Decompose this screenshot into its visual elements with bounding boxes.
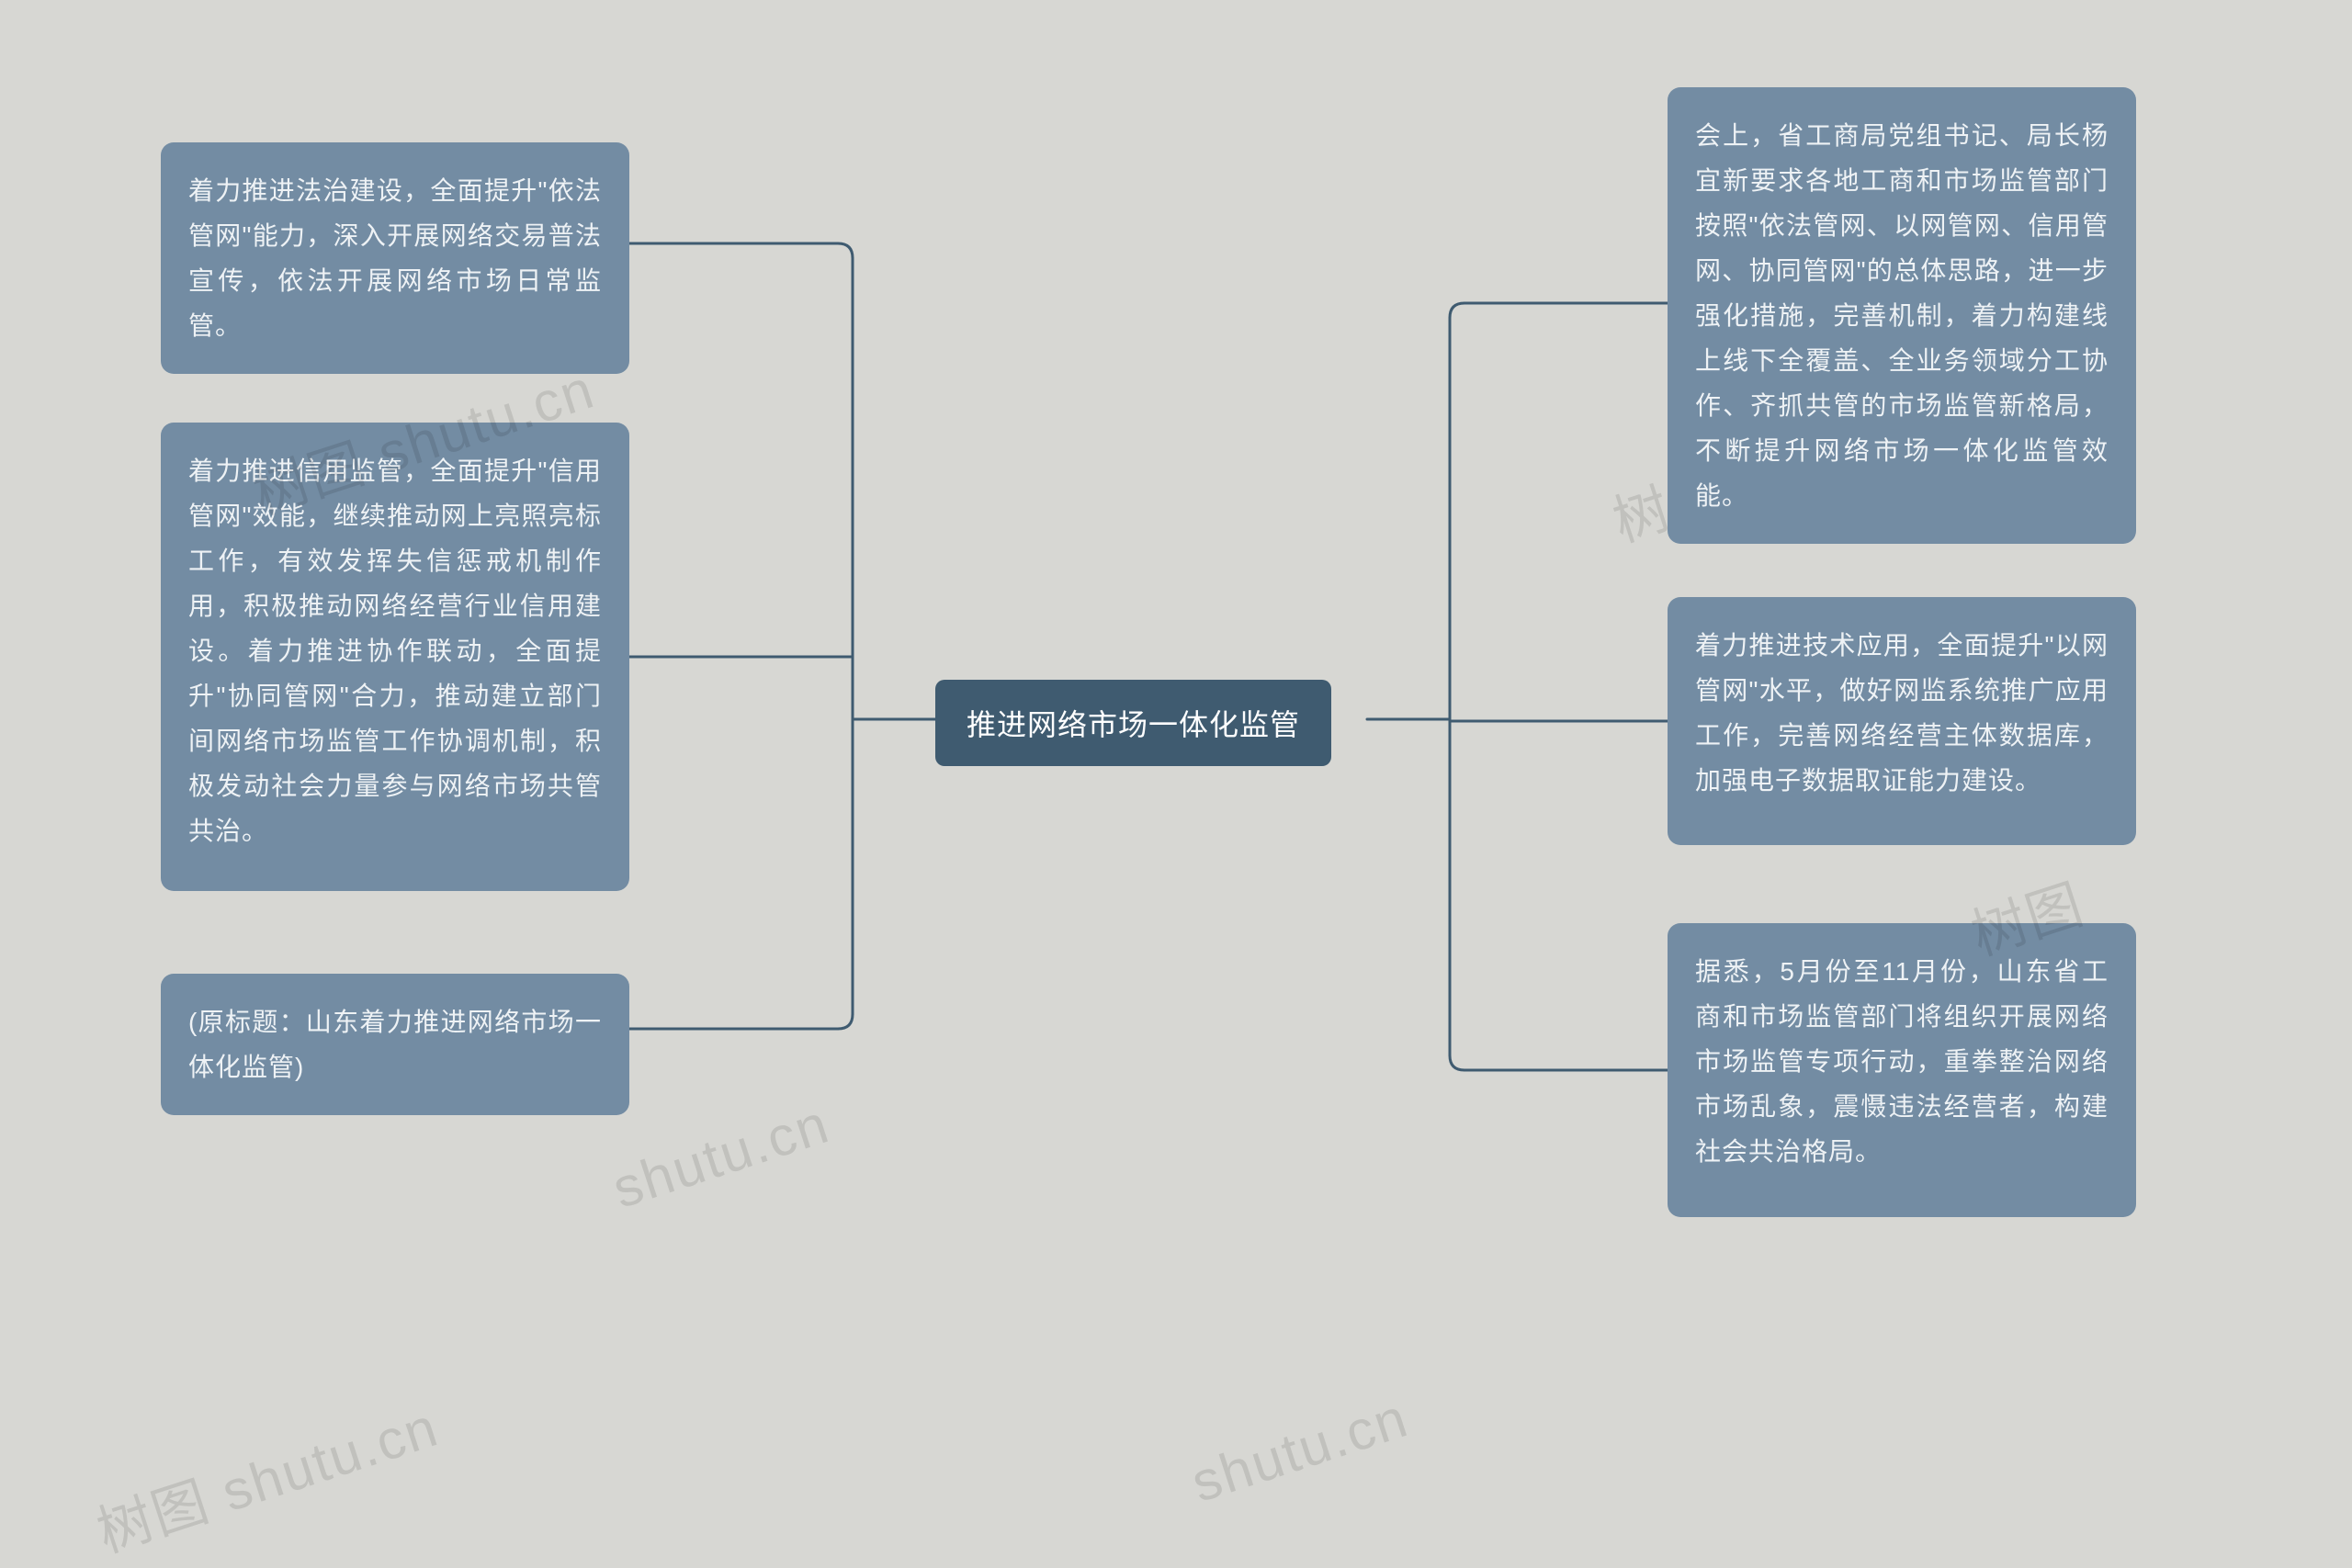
center-node: 推进网络市场一体化监管 <box>935 680 1331 766</box>
left-leaf-1: 着力推进信用监管，全面提升"信用管网"效能，继续推动网上亮照亮标工作，有效发挥失… <box>161 423 629 891</box>
watermark: shutu.cn <box>605 1091 837 1221</box>
right-leaf-0: 会上，省工商局党组书记、局长杨宜新要求各地工商和市场监管部门按照"依法管网、以网… <box>1668 87 2136 544</box>
left-leaf-0: 着力推进法治建设，全面提升"依法管网"能力，深入开展网络交易普法宣传，依法开展网… <box>161 142 629 374</box>
right-leaf-1: 着力推进技术应用，全面提升"以网管网"水平，做好网监系统推广应用工作，完善网络经… <box>1668 597 2136 845</box>
watermark: shutu.cn <box>1184 1385 1416 1515</box>
mindmap-canvas: 推进网络市场一体化监管 着力推进法治建设，全面提升"依法管网"能力，深入开展网络交… <box>0 0 2352 1483</box>
right-leaf-2: 据悉，5月份至11月份，山东省工商和市场监管部门将组织开展网络市场监管专项行动，… <box>1668 923 2136 1217</box>
watermark: 树图 shutu.cn <box>85 1382 447 1568</box>
left-leaf-2: (原标题：山东着力推进网络市场一体化监管) <box>161 974 629 1115</box>
